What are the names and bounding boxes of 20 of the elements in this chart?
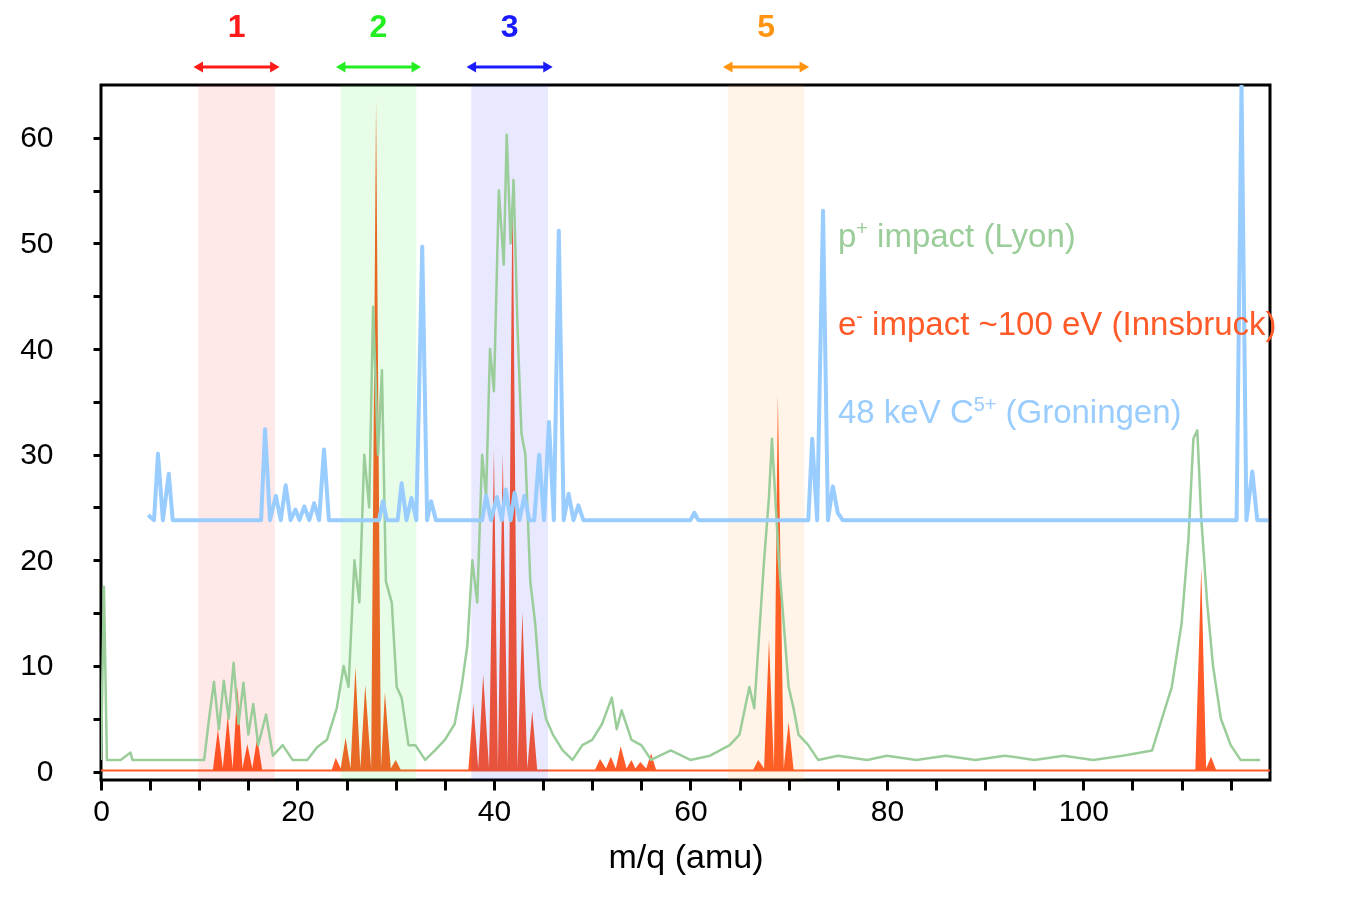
y-tick-label: 0 [36,754,54,788]
x-tick-label: 0 [93,793,110,827]
x-tick-label: 40 [477,793,512,827]
y-tick-label: 50 [20,225,54,259]
x-tick-label: 60 [674,793,708,827]
band-label: 3 [500,8,519,44]
y-tick-label: 20 [20,542,54,576]
band-label: 2 [369,8,388,44]
x-tick-label: 20 [281,793,315,827]
y-tick-label: 60 [20,120,54,154]
y-tick-label: 40 [20,331,54,365]
series-label: 48 keV C$^{5+}$ (Groningen) [838,392,1183,432]
text: p$^{+}$ impact (Lyon) [838,216,1077,256]
band-label: 5 [757,8,775,44]
x-tick-label: 100 [1058,793,1109,827]
band-label: 1 [227,8,246,44]
x-tick-label: 80 [870,793,905,827]
y-tick-label: 10 [20,648,54,682]
x-axis-title: m/q (amu) [608,836,764,875]
y-tick-label: 30 [20,437,54,471]
